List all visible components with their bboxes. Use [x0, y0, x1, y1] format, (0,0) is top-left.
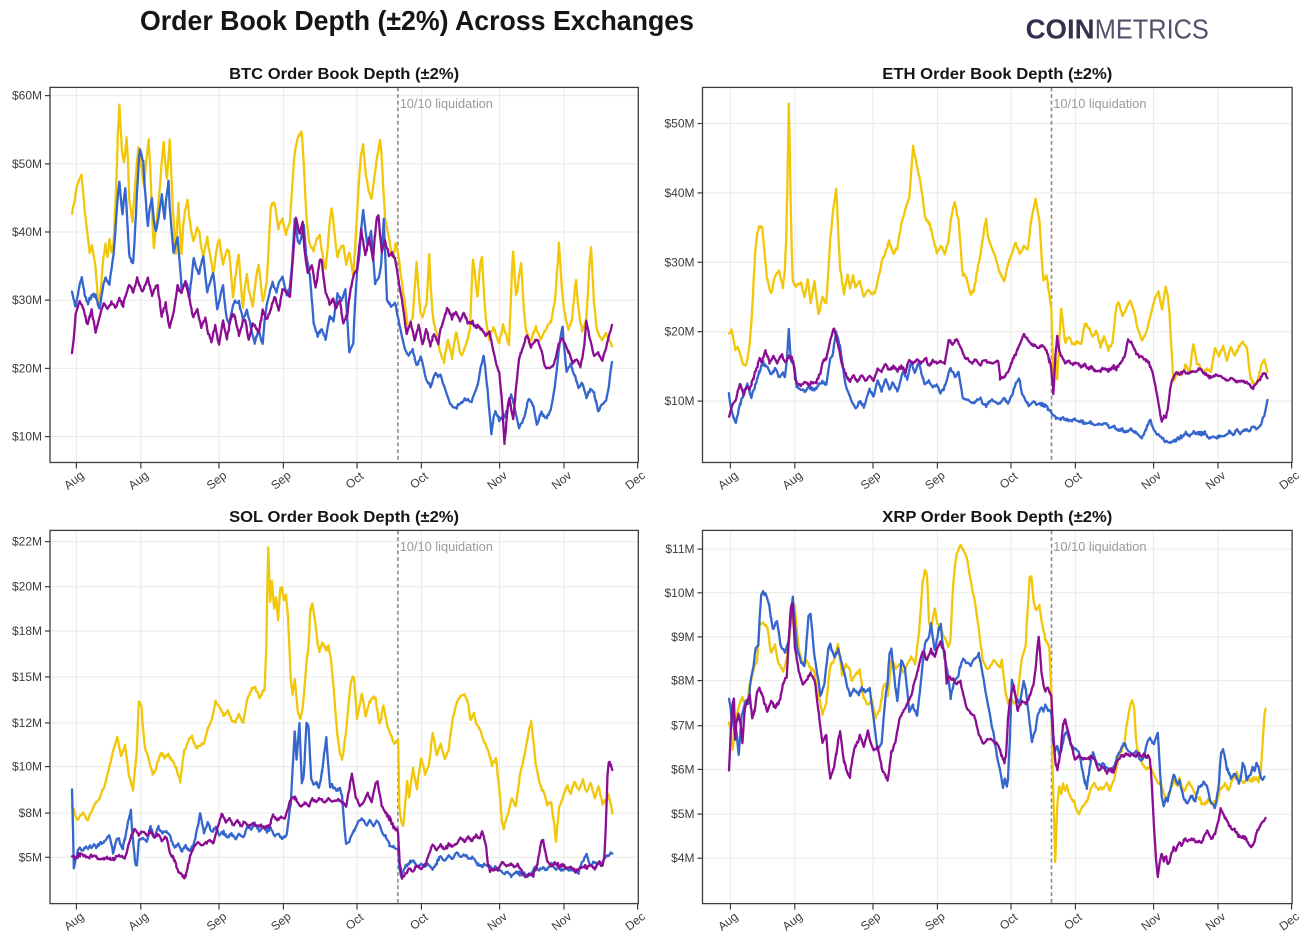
- svg-text:$50M: $50M: [664, 117, 694, 131]
- svg-text:$60M: $60M: [12, 89, 42, 103]
- svg-text:10/10 liquidation: 10/10 liquidation: [400, 96, 493, 111]
- svg-text:$8M: $8M: [671, 674, 694, 688]
- svg-text:BTC Order Book Depth (±2%): BTC Order Book Depth (±2%): [229, 66, 459, 83]
- svg-text:$6M: $6M: [671, 762, 694, 776]
- svg-text:10/10 liquidation: 10/10 liquidation: [1053, 96, 1146, 111]
- svg-text:$4M: $4M: [671, 851, 694, 865]
- svg-text:$10M: $10M: [12, 760, 42, 774]
- svg-text:$15M: $15M: [12, 670, 42, 684]
- svg-text:SOL Order Book Depth (±2%): SOL Order Book Depth (±2%): [229, 509, 459, 526]
- svg-text:$50M: $50M: [12, 157, 42, 171]
- svg-text:$18M: $18M: [12, 624, 42, 638]
- svg-text:$20M: $20M: [12, 580, 42, 594]
- svg-text:10/10 liquidation: 10/10 liquidation: [400, 539, 493, 554]
- svg-text:XRP Order Book Depth (±2%): XRP Order Book Depth (±2%): [882, 509, 1112, 526]
- svg-text:$20M: $20M: [664, 325, 694, 339]
- svg-text:$10M: $10M: [12, 430, 42, 444]
- svg-text:10/10 liquidation: 10/10 liquidation: [1053, 539, 1146, 554]
- svg-text:$9M: $9M: [671, 630, 694, 644]
- svg-text:$8M: $8M: [19, 806, 42, 820]
- svg-text:$10M: $10M: [664, 586, 694, 600]
- svg-text:$30M: $30M: [664, 255, 694, 269]
- svg-text:$22M: $22M: [12, 535, 42, 549]
- svg-text:$30M: $30M: [12, 293, 42, 307]
- svg-text:ETH Order Book Depth (±2%): ETH Order Book Depth (±2%): [882, 66, 1112, 83]
- svg-text:$11M: $11M: [665, 542, 694, 556]
- svg-text:$5M: $5M: [19, 850, 42, 864]
- svg-text:$40M: $40M: [12, 225, 42, 239]
- svg-text:$7M: $7M: [671, 719, 694, 733]
- svg-text:$40M: $40M: [664, 186, 694, 200]
- svg-text:Order Book Depth (±2%) Across: Order Book Depth (±2%) Across Exchanges: [140, 5, 694, 36]
- svg-text:$5M: $5M: [671, 807, 694, 821]
- svg-text:COIN: COIN: [1026, 14, 1095, 45]
- svg-text:$20M: $20M: [12, 361, 42, 375]
- svg-text:$10M: $10M: [664, 394, 694, 408]
- svg-text:METRICS: METRICS: [1095, 14, 1209, 45]
- svg-text:$12M: $12M: [12, 716, 42, 730]
